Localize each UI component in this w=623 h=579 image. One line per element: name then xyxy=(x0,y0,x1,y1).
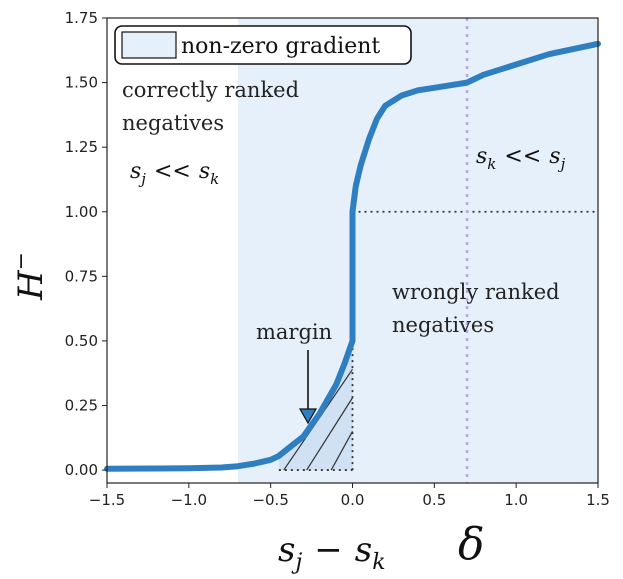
legend-label: non-zero gradient xyxy=(181,34,380,59)
background-layer xyxy=(237,18,598,483)
series-layer xyxy=(104,40,601,472)
annotation-correct-line2: negatives xyxy=(122,111,224,135)
shaded-region xyxy=(237,18,598,483)
x-axis-label: sj − sk xyxy=(278,530,386,575)
y-tick-label: 0.50 xyxy=(65,332,98,350)
y-tick-label: 0.25 xyxy=(65,397,98,415)
series-line xyxy=(104,40,601,472)
ticks: −1.5 −1.0 −0.5 0.0 0.5 1.0 1.5 0.00 0.25 0.50 0.75… xyxy=(65,9,610,509)
margin-arrow xyxy=(298,350,318,425)
hatch-line xyxy=(330,431,354,471)
x-tick-label: −0.5 xyxy=(252,491,288,509)
y-tick-label: 0.75 xyxy=(65,267,98,285)
x-tick-label: 1.0 xyxy=(504,491,528,509)
x-tick-label: −1.0 xyxy=(171,491,207,509)
annotation-wrong-line2: negatives xyxy=(392,313,494,337)
x-tick-label: 0.5 xyxy=(422,491,446,509)
y-tick-label: 0.00 xyxy=(65,461,98,479)
y-tick-label: 1.50 xyxy=(65,74,98,92)
legend: non-zero gradient xyxy=(114,25,412,65)
margin-area xyxy=(278,340,353,471)
annotation-correct-line1: correctly ranked xyxy=(122,78,299,102)
legend-swatch xyxy=(121,31,177,59)
x-tick-label: 1.5 xyxy=(586,491,610,509)
y-tick-label: 1.25 xyxy=(65,138,98,156)
x-tick-label: 0.0 xyxy=(341,491,365,509)
y-tick-label: 1.00 xyxy=(65,203,98,221)
x-tick-label: −1.5 xyxy=(89,491,125,509)
y-axis-label: H− xyxy=(9,252,51,301)
hatch-line xyxy=(306,397,354,471)
annotation-right-math: sk << sj xyxy=(476,144,566,173)
annotation-left-math: sj << sk xyxy=(130,159,219,188)
y-tick-label: 1.75 xyxy=(65,9,98,27)
delta-label: δ xyxy=(458,519,485,570)
annotation-margin: margin xyxy=(256,320,332,344)
annotation-wrong-line1: wrongly ranked xyxy=(392,280,560,304)
